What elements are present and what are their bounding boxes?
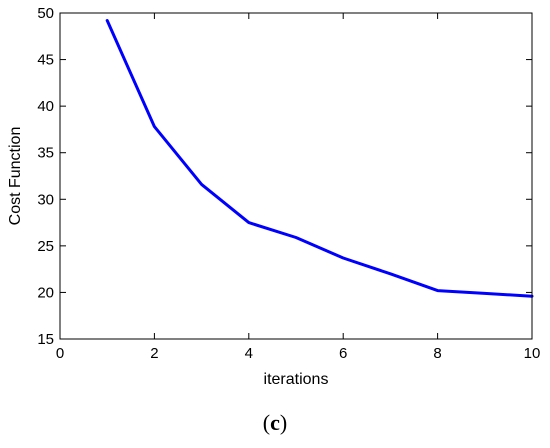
plot-area <box>60 13 532 339</box>
x-tick-label: 6 <box>339 345 347 362</box>
x-tick-label: 8 <box>433 345 441 362</box>
y-tick-label: 30 <box>37 191 54 208</box>
x-tick-label: 4 <box>245 345 253 362</box>
plot-frame <box>59 12 533 340</box>
y-tick-label: 25 <box>37 238 54 255</box>
line-chart: 0 2 4 6 8 10 15 20 25 30 35 40 45 50 iterations Cost … <box>7 5 540 388</box>
y-tick-label: 35 <box>37 145 54 162</box>
y-tick-label: 20 <box>37 284 54 301</box>
caption-close: ) <box>279 410 288 435</box>
caption-letter: c <box>270 410 280 435</box>
series-layer <box>105 19 534 298</box>
x-axis-label: iterations <box>264 371 329 388</box>
y-axis-label: Cost Function <box>7 127 24 226</box>
y-tick-label: 45 <box>37 52 54 69</box>
tick-labels-layer: 0 2 4 6 8 10 15 20 25 30 35 40 45 50 <box>37 5 540 362</box>
figure-caption: (c) <box>0 410 550 436</box>
x-tick-label: 2 <box>150 345 158 362</box>
series-line-0 <box>105 19 534 298</box>
caption-open: ( <box>262 410 271 435</box>
y-tick-label: 15 <box>37 331 54 348</box>
y-tick-label: 40 <box>37 98 54 115</box>
y-tick-label: 50 <box>37 5 54 22</box>
x-tick-label: 10 <box>524 345 541 362</box>
x-tick-label: 0 <box>56 345 64 362</box>
